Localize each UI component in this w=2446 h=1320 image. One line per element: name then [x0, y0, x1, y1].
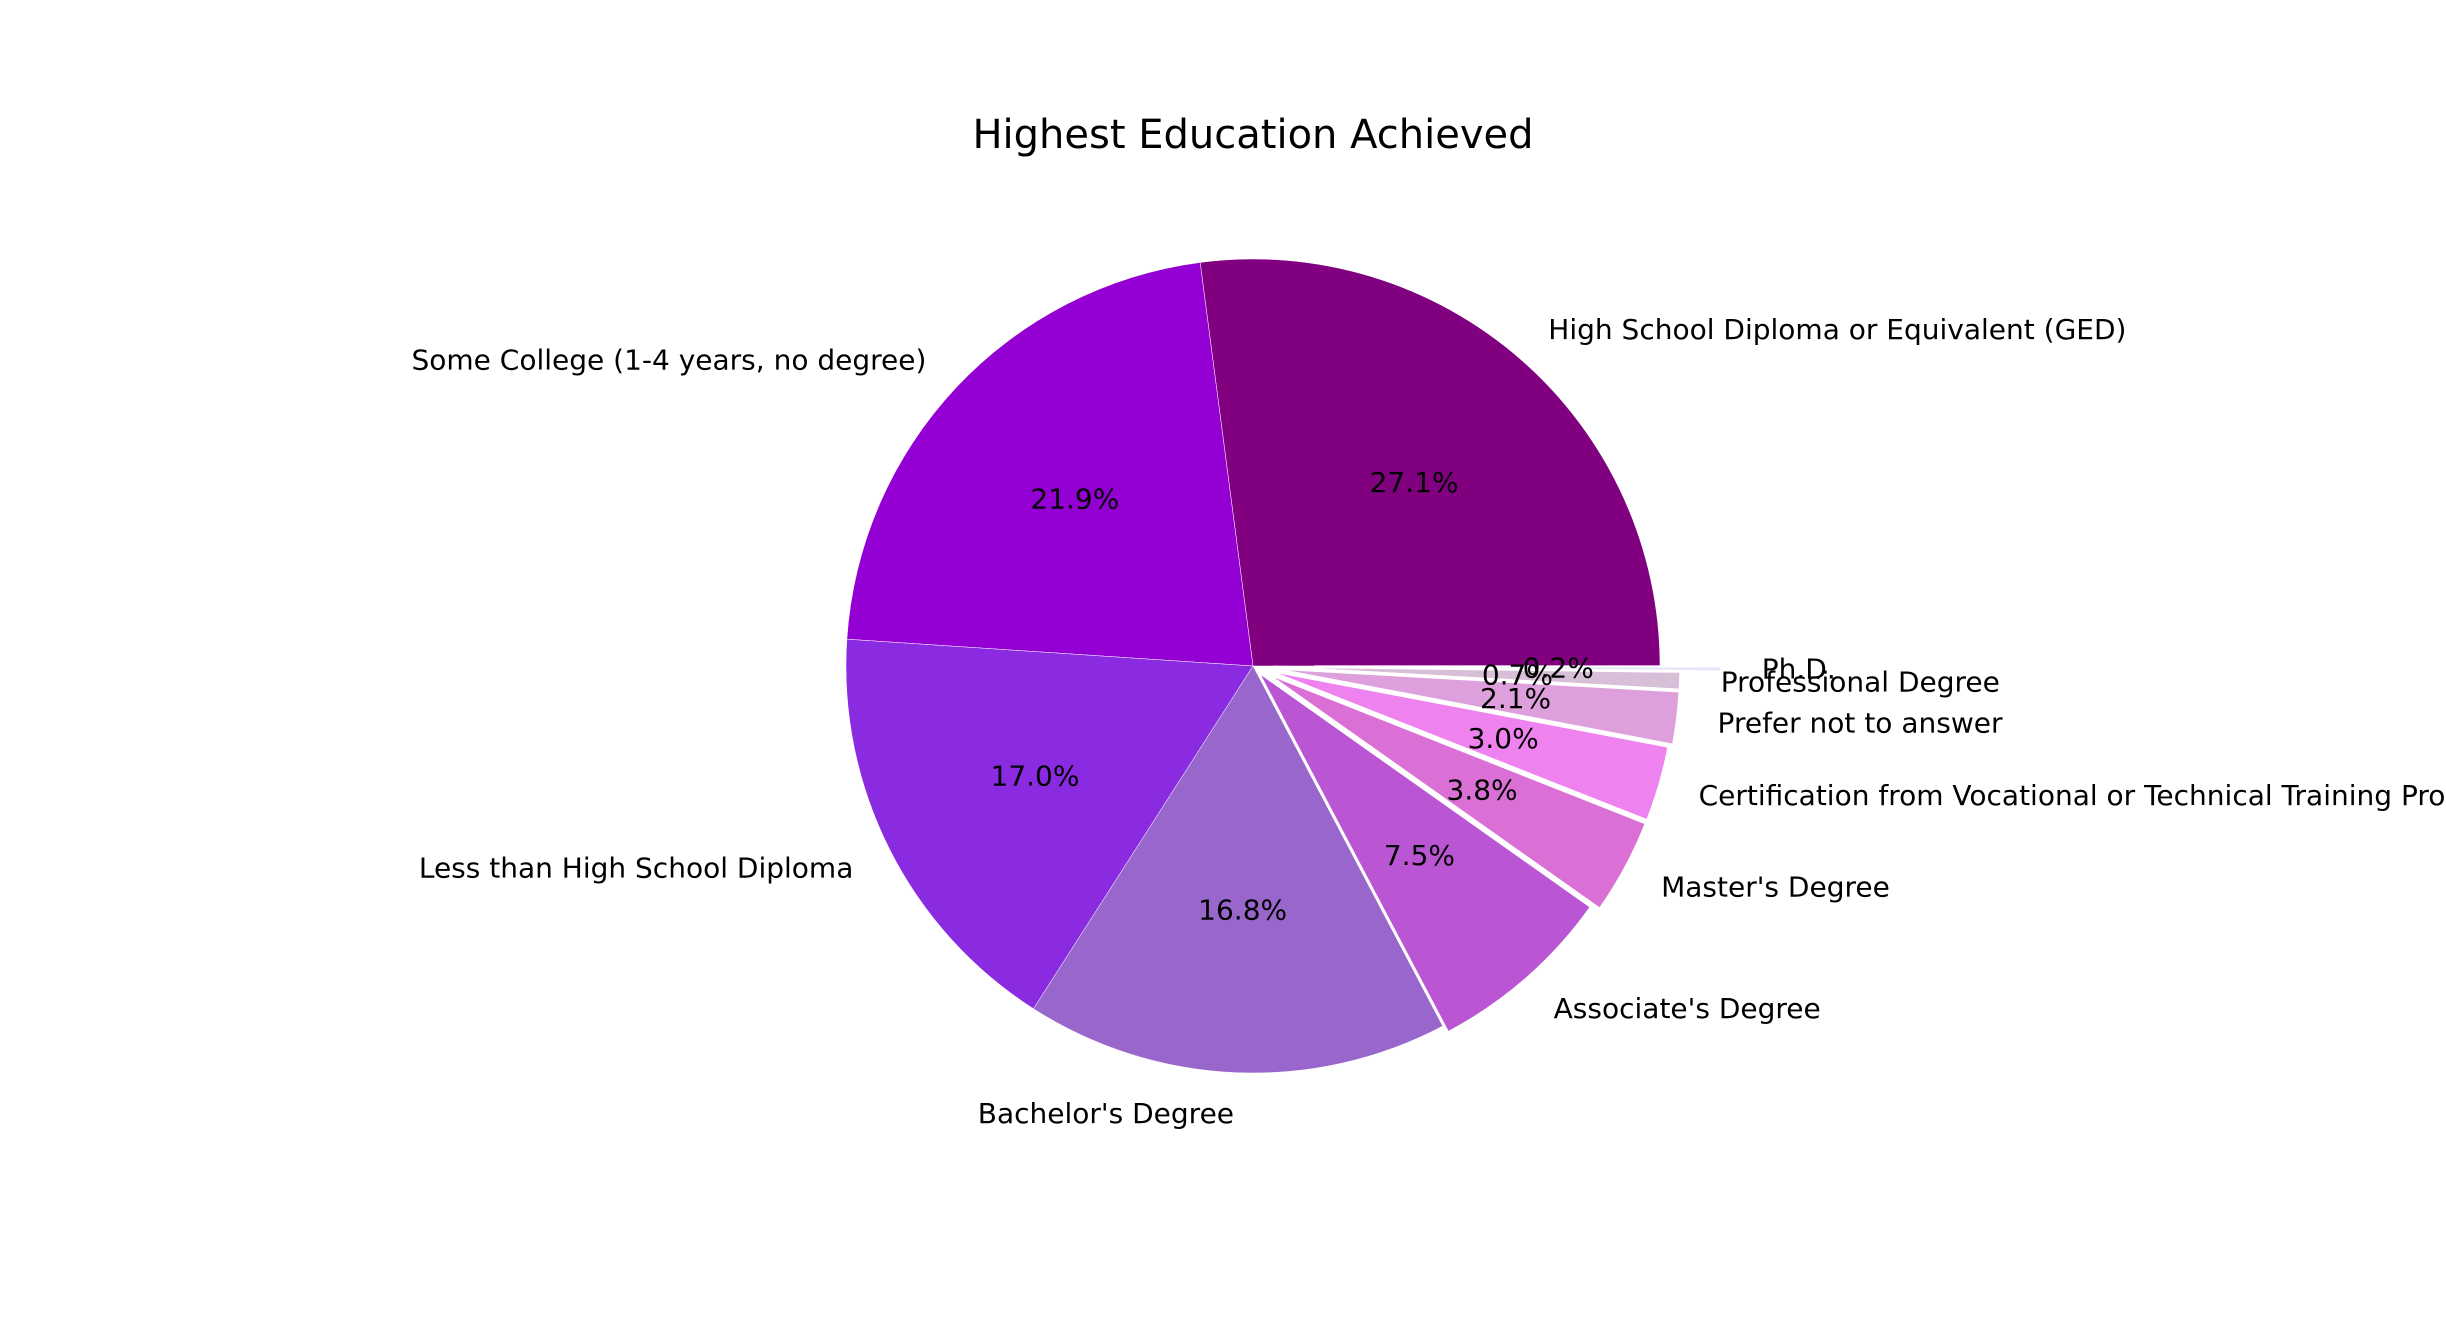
slice-label-professional-degree: Professional Degree [1721, 666, 2000, 699]
pct-label-bachelor-s-degree: 16.8% [1198, 893, 1287, 926]
pie-slice-less-than-high-school-diploma [845, 638, 1254, 1010]
pie-slice-certification-from-vocational-or-technical-training-program [1268, 669, 1670, 822]
pct-label-ph-d: 0.2% [1523, 651, 1594, 684]
slice-label-high-school-diploma-or-equivalent-ged: High School Diploma or Equivalent (GED) [1548, 313, 2126, 346]
pie-slice-master-s-degree [1266, 672, 1648, 911]
percentage-labels: 27.1% 21.9% 17.0% 16.8% 7.5% 3.8% 3.0% 2.1%0.7%… [991, 466, 1594, 927]
slice-label-some-college-1-4-years-no-degree: Some College (1-4 years, no degree) [411, 343, 926, 376]
pie-slice-high-school-diploma-or-equivalent-ged [1199, 258, 1661, 667]
slice-label-ph-d: Ph.D. [1762, 653, 1836, 686]
pct-label-prefer-not-to-answer: 2.1% [1480, 682, 1551, 715]
slice-label-bachelor-s-degree: Bachelor's Degree [978, 1097, 1234, 1130]
slice-label-prefer-not-to-answer: Prefer not to answer [1718, 707, 2003, 740]
pct-label-some-college-1-4-years-no-degree: 21.9% [1030, 482, 1119, 515]
slice-label-associate-s-degree: Associate's Degree [1554, 992, 1821, 1025]
pie-slice-ph-d [1314, 665, 1723, 673]
slice-label-master-s-degree: Master's Degree [1661, 870, 1890, 903]
slice-labels: High School Diploma or Equivalent (GED) S… [411, 313, 2446, 1130]
pct-label-master-s-degree: 3.8% [1447, 773, 1518, 806]
pie-slice-prefer-not-to-answer [1273, 667, 1681, 746]
pie-slice-associate-s-degree [1257, 671, 1593, 1034]
pie-slice-some-college-1-4-years-no-degree [846, 262, 1254, 667]
pie-slices [845, 258, 1723, 1074]
pct-label-less-than-high-school-diploma: 17.0% [991, 760, 1080, 793]
pct-label-certification-from-vocational-or-technical-training-program: 3.0% [1468, 722, 1539, 755]
pct-label-associate-s-degree: 7.5% [1384, 839, 1455, 872]
slice-label-certification-from-vocational-or-technical-training-program: Certification from Vocational or Technic… [1699, 779, 2446, 812]
chart-title: Highest Education Achieved [972, 112, 1533, 158]
pie-slice-bachelor-s-degree [1033, 665, 1444, 1074]
slice-label-less-than-high-school-diploma: Less than High School Diploma [419, 851, 854, 884]
pct-label-high-school-diploma-or-equivalent-ged: 27.1% [1370, 466, 1459, 499]
pct-label-professional-degree: 0.7% [1482, 659, 1553, 692]
